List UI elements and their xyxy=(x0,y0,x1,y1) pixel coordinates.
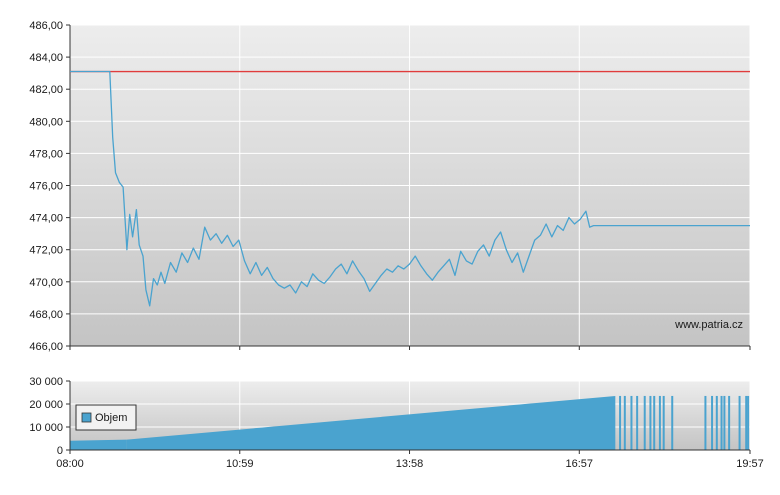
volume-bar xyxy=(747,395,750,450)
volume-bar xyxy=(653,395,656,450)
volume-bar xyxy=(720,395,723,450)
legend-label: Objem xyxy=(95,412,127,424)
volume-bar xyxy=(715,395,718,450)
watermark: www.patria.cz xyxy=(674,319,743,331)
volume-bar xyxy=(745,395,748,450)
volume-bar xyxy=(619,395,622,450)
x-tick-label: 16:57 xyxy=(566,458,594,470)
volume-bar xyxy=(649,395,652,450)
legend-swatch xyxy=(81,412,92,423)
price-y-tick-label: 466,00 xyxy=(29,341,63,353)
volume-bar xyxy=(704,395,707,450)
volume-y-tick-label: 10 000 xyxy=(29,422,63,434)
volume-bar-block xyxy=(70,439,127,450)
volume-y-tick-label: 30 000 xyxy=(29,376,63,388)
price-y-tick-label: 482,00 xyxy=(29,84,63,96)
x-tick-label: 08:00 xyxy=(56,458,84,470)
volume-bar xyxy=(623,395,626,450)
price-y-tick-label: 472,00 xyxy=(29,245,63,257)
volume-bar xyxy=(636,395,639,450)
volume-bar xyxy=(658,395,661,450)
price-y-tick-label: 470,00 xyxy=(29,277,63,289)
price-panel: 466,00 468,00 470,00 472,00 474,00 476,00 478,… xyxy=(29,20,751,353)
volume-legend: Objem xyxy=(75,404,137,431)
price-y-tick-label: 476,00 xyxy=(29,181,63,193)
volume-bar xyxy=(723,395,726,450)
volume-y-tick-label: 0 xyxy=(57,445,63,457)
volume-bar xyxy=(662,395,665,450)
price-line xyxy=(70,70,750,307)
volume-y-tick-label: 20 000 xyxy=(29,399,63,411)
price-y-tick-label: 480,00 xyxy=(29,116,63,128)
volume-bar xyxy=(671,395,674,450)
price-y-tick-label: 468,00 xyxy=(29,309,63,321)
volume-bar xyxy=(711,395,714,450)
price-y-tick-label: 474,00 xyxy=(29,213,63,225)
volume-panel: 0 10 000 20 000 30 000 08:00 10:59 13:58 16:57 1… xyxy=(29,376,763,470)
price-y-tick-label: 478,00 xyxy=(29,148,63,160)
volume-bar xyxy=(630,395,633,450)
x-tick-label: 10:59 xyxy=(226,458,254,470)
x-tick-label: 19:57 xyxy=(736,458,764,470)
volume-bar xyxy=(643,395,646,450)
volume-bar xyxy=(728,395,731,450)
volume-bar xyxy=(738,395,741,450)
x-tick-label: 13:58 xyxy=(396,458,424,470)
volume-bar-block xyxy=(126,395,616,450)
price-y-tick-label: 486,00 xyxy=(29,20,63,32)
price-y-tick-label: 484,00 xyxy=(29,52,63,64)
